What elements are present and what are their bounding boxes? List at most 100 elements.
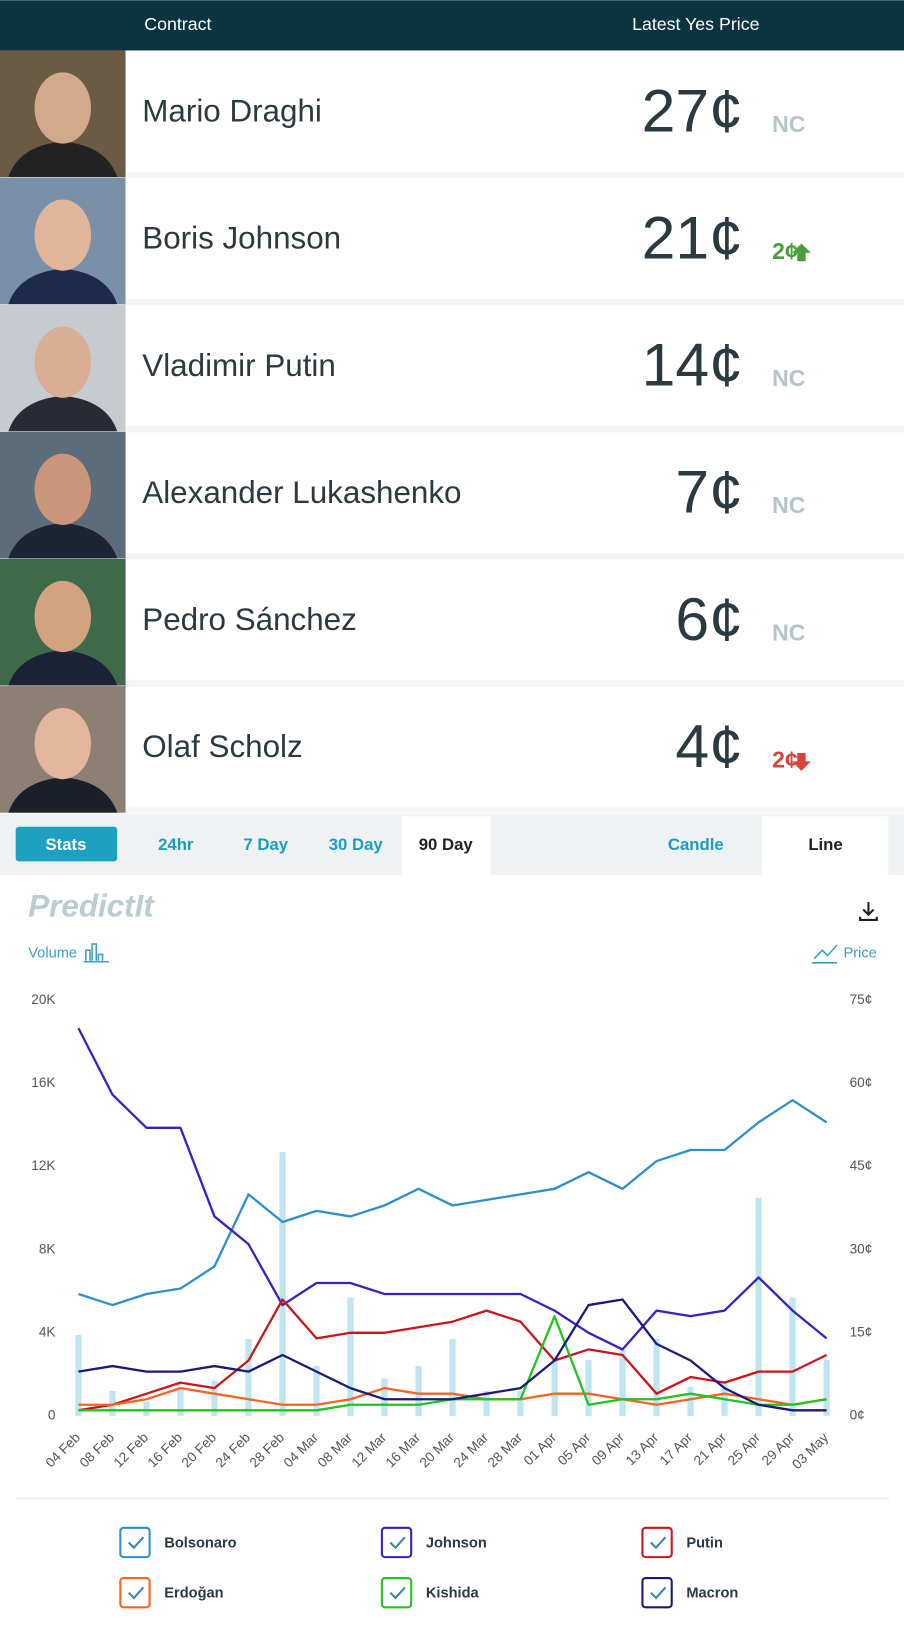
price-change: NC	[772, 619, 805, 645]
tab-label[interactable]: 90 Day	[419, 835, 474, 854]
price-change: 2¢	[772, 746, 798, 772]
legend-check	[650, 1536, 667, 1550]
legend-checkbox	[380, 1576, 413, 1609]
contract-name: Vladimir Putin	[142, 348, 336, 383]
contract-price: 6¢	[675, 585, 743, 653]
price-icon	[811, 944, 838, 964]
legend-checkbox	[119, 1526, 151, 1559]
tab-label[interactable]: Stats	[45, 835, 86, 854]
photo-body	[8, 268, 118, 305]
row-gap	[0, 171, 904, 179]
y-axis-label: Volume	[28, 945, 77, 961]
contract-name: Pedro Sánchez	[142, 602, 357, 637]
legend-check	[127, 1536, 145, 1550]
y-tick-label: 12K	[31, 1158, 55, 1173]
volume-bar	[517, 1390, 524, 1416]
photo-body	[8, 522, 118, 559]
volume-bar	[619, 1349, 626, 1416]
y-tick-label: 4K	[39, 1324, 56, 1339]
legend-item[interactable]: Bolsonaro	[119, 1526, 237, 1559]
legend-item[interactable]: Erdoğan	[119, 1576, 224, 1609]
photo-face	[34, 72, 92, 144]
legend-item[interactable]: Kishida	[380, 1576, 480, 1609]
photo-face	[34, 453, 92, 525]
legend-label: Bolsonaro	[164, 1535, 236, 1551]
volume-bar	[381, 1378, 388, 1416]
photo-body	[8, 141, 118, 178]
legend-label: Erdoğan	[164, 1586, 223, 1602]
volume-bar	[449, 1339, 456, 1416]
tab-active[interactable]	[401, 816, 491, 875]
photo-body	[8, 395, 118, 432]
y-tick-label: 0	[48, 1407, 56, 1422]
contract-name: Olaf Scholz	[142, 729, 302, 764]
tab-active[interactable]	[761, 816, 889, 875]
series-line	[78, 1298, 828, 1412]
price-change: NC	[772, 492, 805, 518]
contract-name: Boris Johnson	[142, 221, 341, 256]
tab-label[interactable]: Line	[808, 835, 842, 854]
legend-checkbox	[641, 1526, 673, 1559]
photo-face	[34, 199, 92, 271]
y2-tick-label: 45¢	[850, 1158, 873, 1173]
series-line	[77, 1027, 828, 1351]
y-tick-label: 16K	[31, 1075, 55, 1090]
arrow-down	[792, 753, 811, 771]
volume-bar	[483, 1390, 490, 1416]
photo-body	[8, 777, 118, 813]
volume-bar	[789, 1297, 796, 1416]
header-contract: Contract	[144, 14, 211, 34]
table-header	[0, 0, 904, 51]
tab-button[interactable]	[15, 826, 118, 862]
volume-bar	[177, 1386, 184, 1416]
y2-tick-label: 60¢	[850, 1075, 873, 1090]
legend-checkbox	[119, 1576, 151, 1609]
brand-logo: PredictIt	[28, 889, 155, 924]
tab-label[interactable]: 30 Day	[329, 835, 384, 854]
series-line	[78, 1386, 827, 1406]
legend-label: Johnson	[426, 1535, 487, 1551]
legend-item[interactable]: Johnson	[380, 1526, 487, 1559]
photo-face	[34, 708, 92, 780]
price-change: NC	[772, 111, 805, 137]
download-icon[interactable]	[859, 902, 878, 921]
volume-bar	[755, 1197, 762, 1416]
volume-bar	[653, 1339, 660, 1416]
legend-check	[389, 1536, 406, 1550]
volume-bar	[279, 1152, 286, 1416]
arrow-up	[792, 243, 811, 262]
legend-check	[389, 1586, 406, 1600]
legend-checkbox	[641, 1576, 673, 1609]
contract-price: 7¢	[675, 458, 743, 526]
y2-tick-label: 75¢	[850, 992, 873, 1007]
y2-tick-label: 15¢	[850, 1324, 873, 1339]
y2-tick-label: 30¢	[850, 1241, 873, 1256]
volume-bar	[313, 1366, 320, 1416]
volume-bar	[823, 1359, 830, 1416]
volume-bar	[211, 1380, 218, 1416]
contract-price: 4¢	[675, 712, 743, 780]
contract-price: 14¢	[642, 331, 743, 399]
tab-label[interactable]: 7 Day	[243, 835, 288, 854]
volume-bar	[109, 1390, 116, 1416]
volume-bar	[347, 1297, 354, 1416]
tab-label[interactable]: 24hr	[158, 835, 194, 854]
legend-label: Kishida	[426, 1586, 480, 1602]
y2-tick-label: 0¢	[850, 1407, 865, 1422]
legend-item[interactable]: Macron	[641, 1576, 738, 1609]
y-tick-label: 20K	[31, 992, 55, 1007]
volume-bar	[687, 1386, 694, 1416]
tab-label[interactable]: Candle	[668, 835, 724, 854]
volume-glyph	[83, 943, 109, 963]
contract-name: Mario Draghi	[142, 94, 322, 129]
legend-item[interactable]: Putin	[641, 1526, 723, 1559]
header-price: Latest Yes Price	[632, 14, 760, 34]
download-glyph	[859, 902, 878, 921]
y2-axis-label: Price	[843, 945, 876, 961]
legend-check	[650, 1586, 667, 1600]
row-gap	[0, 807, 904, 814]
volume-bar	[415, 1366, 422, 1416]
legend-checkbox	[380, 1526, 413, 1559]
